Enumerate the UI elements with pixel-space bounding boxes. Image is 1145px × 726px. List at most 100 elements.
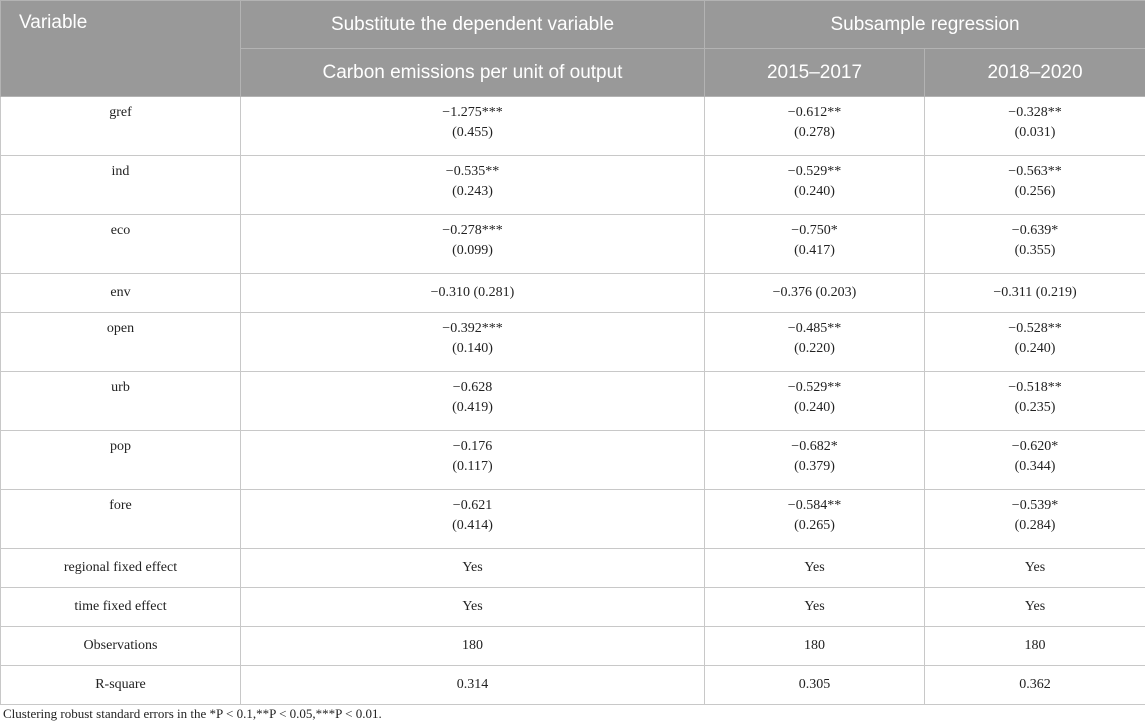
cell-line: (0.278) xyxy=(794,125,835,140)
row-label: time fixed effect xyxy=(0,587,241,627)
cell-carbon: Yes xyxy=(240,587,705,627)
cell-line: −1.275*** xyxy=(442,105,503,120)
cell-line: Yes xyxy=(462,560,483,575)
cell-line: −0.376 (0.203) xyxy=(772,285,857,300)
table-footnote: Clustering robust standard errors in the… xyxy=(3,706,382,721)
cell-line: (0.417) xyxy=(794,243,835,258)
table-row: open −0.392*** (0.140) −0.485** (0.220) −0.52… xyxy=(0,312,1145,372)
row-label-text: urb xyxy=(111,380,130,395)
row-label: pop xyxy=(0,430,241,490)
cell-content: −0.612** (0.278) xyxy=(705,97,924,143)
row-label: env xyxy=(0,273,241,313)
cell-2018-2020: −0.528** (0.240) xyxy=(923,312,1145,372)
cell-line: −0.311 (0.219) xyxy=(993,285,1077,300)
cell-2018-2020: −0.328** (0.031) xyxy=(923,96,1145,156)
row-label-text: fore xyxy=(109,498,132,513)
cell-content: −0.529** (0.240) xyxy=(705,156,924,202)
cell-2015-2017: 0.305 xyxy=(704,665,925,705)
cell-line: −0.176 xyxy=(452,439,493,454)
cell-line: (0.140) xyxy=(452,341,493,356)
row-label: regional fixed effect xyxy=(0,548,241,588)
row-label-text: gref xyxy=(109,105,132,120)
cell-2018-2020: Yes xyxy=(923,587,1145,627)
cell-line: 0.362 xyxy=(1019,677,1051,692)
cell-2015-2017: −0.485** (0.220) xyxy=(704,312,925,372)
cell-content: −0.620* (0.344) xyxy=(925,431,1145,477)
cell-line: Yes xyxy=(462,599,483,614)
cell-2015-2017: 180 xyxy=(704,626,925,666)
row-label: open xyxy=(0,312,241,372)
cell-line: (0.099) xyxy=(452,243,493,258)
cell-content: −0.392*** (0.140) xyxy=(241,313,704,359)
cell-line: (0.220) xyxy=(794,341,835,356)
cell-content: −0.535** (0.243) xyxy=(241,156,704,202)
header-2018-2020: 2018–2020 xyxy=(923,48,1145,97)
cell-line: 180 xyxy=(804,638,825,653)
cell-2018-2020: −0.518** (0.235) xyxy=(923,371,1145,431)
cell-line: −0.310 (0.281) xyxy=(430,285,515,300)
cell-line: (0.256) xyxy=(1014,184,1056,199)
cell-line: (0.379) xyxy=(794,459,835,474)
cell-carbon: −0.278*** (0.099) xyxy=(240,214,705,274)
cell-content: −0.628 (0.419) xyxy=(241,372,704,418)
cell-line: Yes xyxy=(1024,599,1046,614)
cell-carbon: −0.176 (0.117) xyxy=(240,430,705,490)
cell-line: (0.031) xyxy=(1014,125,1056,140)
cell-carbon: −0.621 (0.414) xyxy=(240,489,705,549)
cell-line: −0.328** xyxy=(1008,105,1062,120)
cell-line: 0.305 xyxy=(798,677,831,692)
row-label-text: eco xyxy=(110,223,131,238)
cell-2018-2020: −0.311 (0.219) xyxy=(923,273,1145,313)
cell-line: (0.265) xyxy=(794,518,835,533)
cell-line: (0.455) xyxy=(452,125,493,140)
cell-line: (0.414) xyxy=(452,518,493,533)
header-variable: Variable xyxy=(0,0,241,97)
cell-line: −0.584** xyxy=(787,498,842,513)
table-row: env −0.310 (0.281) −0.376 (0.203) −0.311 (0… xyxy=(0,273,1145,313)
cell-2015-2017: −0.376 (0.203) xyxy=(704,273,925,313)
table-row: time fixed effect Yes Yes Yes xyxy=(0,587,1145,627)
cell-line: (0.355) xyxy=(1014,243,1056,258)
cell-line: (0.344) xyxy=(1014,459,1056,474)
cell-content: −0.563** (0.256) xyxy=(925,156,1145,202)
cell-2015-2017: −0.682* (0.379) xyxy=(704,430,925,490)
cell-2015-2017: −0.529** (0.240) xyxy=(704,371,925,431)
table-row: gref −1.275*** (0.455) −0.612** (0.278) −0.32… xyxy=(0,96,1145,156)
cell-line: −0.278*** xyxy=(442,223,503,238)
cell-2015-2017: −0.612** (0.278) xyxy=(704,96,925,156)
cell-line: −0.485** xyxy=(787,321,842,336)
cell-line: −0.750* xyxy=(791,223,838,238)
row-label: gref xyxy=(0,96,241,156)
cell-line: −0.639* xyxy=(1011,223,1059,238)
row-label-text: ind xyxy=(111,164,130,179)
cell-2018-2020: −0.539* (0.284) xyxy=(923,489,1145,549)
header-substitute-group: Substitute the dependent variable xyxy=(240,0,705,49)
row-label: fore xyxy=(0,489,241,549)
cell-content: −0.682* (0.379) xyxy=(705,431,924,477)
cell-line: −0.535** xyxy=(445,164,500,179)
cell-line: Yes xyxy=(804,599,825,614)
cell-carbon: −0.535** (0.243) xyxy=(240,155,705,215)
cell-carbon: 180 xyxy=(240,626,705,666)
cell-content: −0.529** (0.240) xyxy=(705,372,924,418)
cell-2018-2020: −0.563** (0.256) xyxy=(923,155,1145,215)
cell-line: −0.621 xyxy=(452,498,493,513)
cell-line: (0.240) xyxy=(794,400,835,415)
cell-carbon: Yes xyxy=(240,548,705,588)
cell-content: −0.328** (0.031) xyxy=(925,97,1145,143)
cell-line: −0.612** xyxy=(787,105,842,120)
cell-content: −0.621 (0.414) xyxy=(241,490,704,536)
cell-content: −0.528** (0.240) xyxy=(925,313,1145,359)
cell-line: (0.243) xyxy=(452,184,493,199)
cell-content: −0.750* (0.417) xyxy=(705,215,924,261)
table-row: ind −0.535** (0.243) −0.529** (0.240) −0.563*… xyxy=(0,155,1145,215)
cell-carbon: 0.314 xyxy=(240,665,705,705)
cell-2018-2020: −0.639* (0.355) xyxy=(923,214,1145,274)
cell-line: Yes xyxy=(804,560,825,575)
cell-2015-2017: −0.529** (0.240) xyxy=(704,155,925,215)
cell-line: −0.563** xyxy=(1008,164,1062,179)
cell-line: −0.682* xyxy=(791,439,838,454)
row-label-text: pop xyxy=(110,439,131,454)
cell-2015-2017: −0.584** (0.265) xyxy=(704,489,925,549)
table-row: regional fixed effect Yes Yes Yes xyxy=(0,548,1145,588)
